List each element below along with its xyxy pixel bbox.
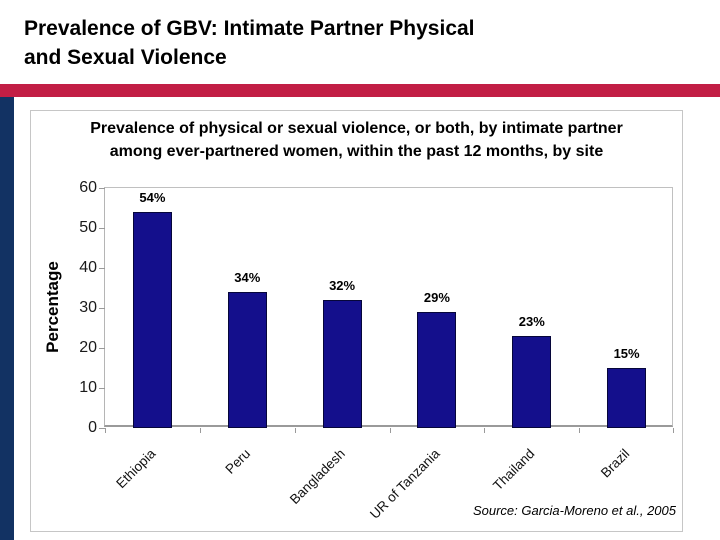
slide-title-line-2: and Sexual Violence (24, 46, 227, 69)
y-axis-tick-label: 20 (79, 339, 97, 356)
bar-ur-of-tanzania (417, 312, 457, 428)
bar-thailand (512, 336, 552, 428)
y-axis-tick (99, 267, 105, 269)
x-axis-category-label-text: Peru (222, 446, 253, 477)
y-axis-tick-label: 60 (79, 179, 97, 196)
x-axis-category-label-text: Brazil (597, 446, 633, 481)
bar-peru (227, 292, 267, 428)
x-axis-tick (105, 428, 106, 433)
y-axis-tick (99, 347, 105, 349)
bar-ethiopia (132, 212, 172, 428)
bar-bangladesh (322, 300, 362, 428)
x-axis-tick (484, 428, 485, 433)
y-axis-tick-label: 40 (79, 259, 97, 276)
y-axis-tick-label: 50 (79, 219, 97, 236)
x-axis-category-label-text: Ethiopia (112, 446, 159, 492)
y-axis-tick-label: 30 (79, 299, 97, 316)
x-axis-tick (390, 428, 391, 433)
left-edge-stripe (0, 97, 14, 540)
y-axis-tick (99, 307, 105, 309)
y-axis-tick (99, 187, 105, 189)
chart-panel: Prevalence of physical or sexual violenc… (30, 110, 683, 532)
x-axis-tick (200, 428, 201, 433)
plot-area: 0 10 20 30 40 50 60 54% Ethiopia 34% Peru 32% Bangla… (79, 179, 674, 522)
bar-brazil (607, 368, 647, 428)
bar-value-label: 29% (423, 290, 450, 305)
x-axis-category-label-text: UR of Tanzania (366, 446, 443, 522)
x-axis-category-label-text: Bangladesh (286, 446, 348, 508)
x-axis-category-label-text: Thailand (490, 446, 538, 494)
y-axis-tick-label: 0 (88, 419, 97, 436)
y-axis-tick (99, 227, 105, 229)
x-axis-tick (295, 428, 296, 433)
y-axis-tick-label: 10 (79, 379, 97, 396)
x-axis-tick (673, 428, 674, 433)
chart-title: Prevalence of physical or sexual violenc… (90, 120, 623, 160)
y-axis-tick (99, 387, 105, 389)
source-citation: Source: Garcia-Moreno et al., 2005 (472, 503, 676, 518)
bar-value-label: 54% (139, 190, 166, 205)
bar-value-label: 23% (518, 314, 545, 329)
slide-title-line-1: Prevalence of GBV: Intimate Partner Phys… (24, 17, 475, 40)
bar-value-label: 15% (613, 346, 640, 361)
accent-divider-bar (0, 84, 720, 97)
bar-value-label: 32% (329, 278, 356, 293)
x-axis-tick (579, 428, 580, 433)
slide-title: Prevalence of GBV: Intimate Partner Phys… (24, 14, 475, 72)
y-axis-tick (99, 427, 105, 429)
bar-value-label: 34% (234, 270, 261, 285)
